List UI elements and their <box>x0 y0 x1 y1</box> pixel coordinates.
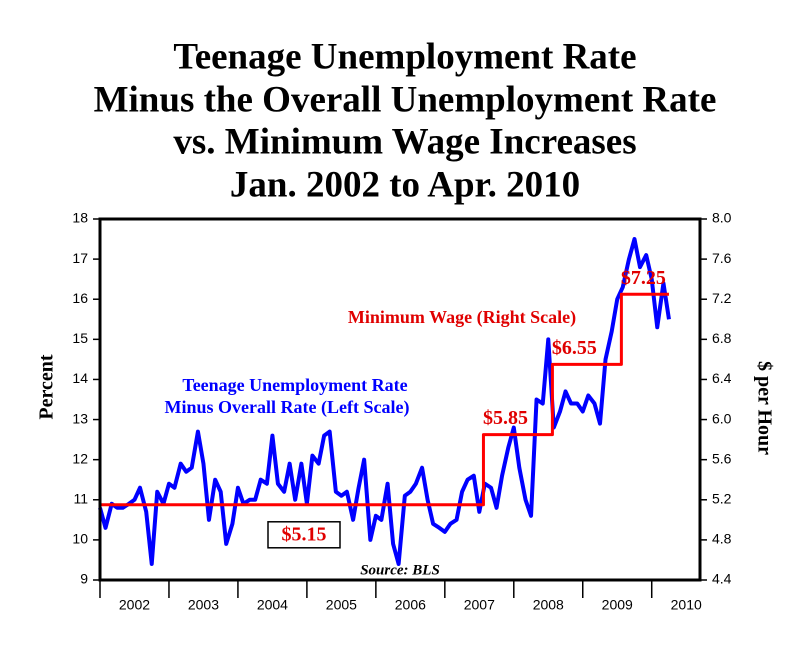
source: Source: BLS <box>360 562 440 578</box>
annotation: Minus Overall Rate (Left Scale) <box>165 397 410 418</box>
x-tick-label: 2004 <box>257 597 288 613</box>
y-tick-label: 18 <box>72 210 88 226</box>
y2-tick-label: 7.2 <box>712 290 732 306</box>
data-line <box>98 237 671 566</box>
y-tick-label: 17 <box>72 250 88 266</box>
y2-tick-label: 6.8 <box>712 330 732 346</box>
x-tick-label: 2003 <box>188 597 219 613</box>
chart-title: Minus the Overall Unemployment Rate <box>94 79 717 120</box>
y-axis-label: Percent <box>36 354 58 419</box>
data-label: $7.25 <box>621 267 666 289</box>
y-tick-label: 12 <box>72 450 88 466</box>
annotation: Minimum Wage (Right Scale) <box>348 307 576 328</box>
x-tick-label: 2010 <box>671 597 702 613</box>
step-line <box>100 292 669 507</box>
y2-tick-label: 7.6 <box>712 250 732 266</box>
y-tick-label: 16 <box>72 290 88 306</box>
data-label: $6.55 <box>552 337 597 359</box>
x-tick-label: 2009 <box>602 597 633 613</box>
x-tick-label: 2008 <box>533 597 564 613</box>
y-tick-label: 11 <box>73 490 88 506</box>
y2-axis-label: $ per Hour <box>753 361 775 455</box>
x-tick-label: 2007 <box>464 597 495 613</box>
data-label: $5.85 <box>483 407 528 429</box>
chart-title: Teenage Unemployment Rate <box>173 36 636 77</box>
x-tick-label: 2002 <box>119 597 150 613</box>
y-tick-label: 15 <box>72 330 88 346</box>
y-tick-label: 14 <box>72 370 88 386</box>
y2-tick-label: 4.4 <box>712 571 732 587</box>
x-tick-label: 2006 <box>395 597 426 613</box>
x-tick-label: 2005 <box>326 597 357 613</box>
y2-tick-label: 5.2 <box>712 490 732 506</box>
y2-tick-label: 6.0 <box>712 410 732 426</box>
chart-title: Jan. 2002 to Apr. 2010 <box>230 164 580 205</box>
data-label: $5.15 <box>282 523 327 545</box>
y2-tick-label: 4.8 <box>712 531 732 547</box>
label-box <box>267 521 341 549</box>
y-tick-label: 13 <box>72 410 88 426</box>
y-tick-label: 10 <box>72 531 88 547</box>
plot-frame <box>98 217 702 582</box>
y2-tick-label: 6.4 <box>712 370 732 386</box>
y2-tick-label: 5.6 <box>712 450 732 466</box>
chart-title: vs. Minimum Wage Increases <box>173 121 636 162</box>
y2-tick-label: 8.0 <box>712 210 732 226</box>
annotation: Teenage Unemployment Rate <box>182 375 407 395</box>
y-tick-label: 9 <box>80 571 88 587</box>
